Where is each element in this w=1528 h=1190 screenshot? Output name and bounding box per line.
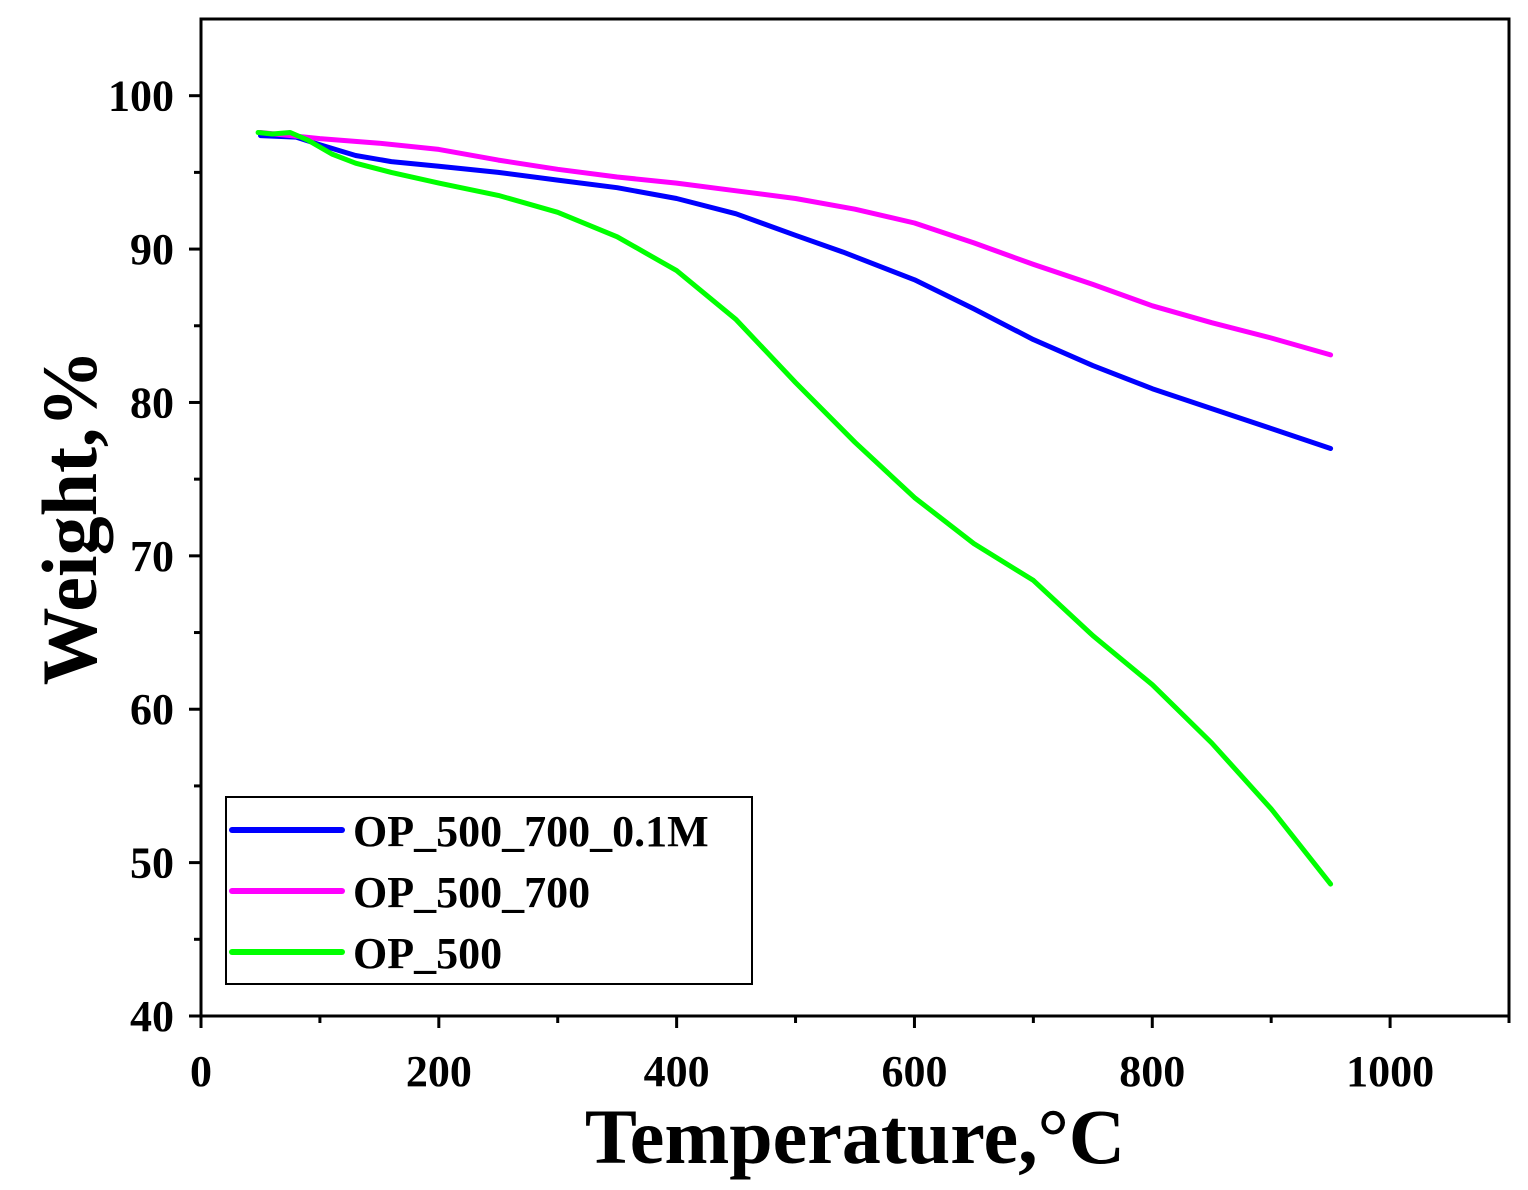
x-tick-label: 400	[644, 1047, 710, 1096]
y-tick-label: 60	[130, 685, 174, 734]
series-layer	[255, 130, 1334, 887]
y-tick-label: 70	[130, 532, 174, 581]
x-tick-label: 1000	[1346, 1047, 1434, 1096]
y-axis-title: Weight,%	[26, 350, 113, 686]
legend: OP_500_700_0.1M OP_500_700 OP_500	[225, 796, 753, 985]
series-line-2	[255, 130, 1334, 887]
plot-frame	[199, 17, 1511, 1018]
x-tick-label: 600	[881, 1047, 947, 1096]
x-tick-label: 200	[406, 1047, 472, 1096]
y-tick-label: 50	[130, 839, 174, 888]
y-tick-label: 100	[108, 72, 174, 121]
ticks-layer: 0 200 400 600 800 1000 40 50 60 70 80 90 100	[108, 72, 1511, 1096]
series-line-1	[258, 130, 1334, 358]
series-line-0	[258, 133, 1334, 451]
legend-label-1: OP_500_700	[353, 868, 590, 917]
y-tick-label: 80	[130, 378, 174, 427]
x-tick-label: 800	[1119, 1047, 1185, 1096]
y-tick-label: 90	[130, 225, 174, 274]
x-axis-title: Temperature,°C	[585, 1093, 1125, 1180]
legend-label-0: OP_500_700_0.1M	[353, 807, 709, 856]
x-tick-label: 0	[190, 1047, 212, 1096]
y-tick-label: 40	[130, 992, 174, 1041]
legend-label-2: OP_500	[353, 929, 502, 978]
